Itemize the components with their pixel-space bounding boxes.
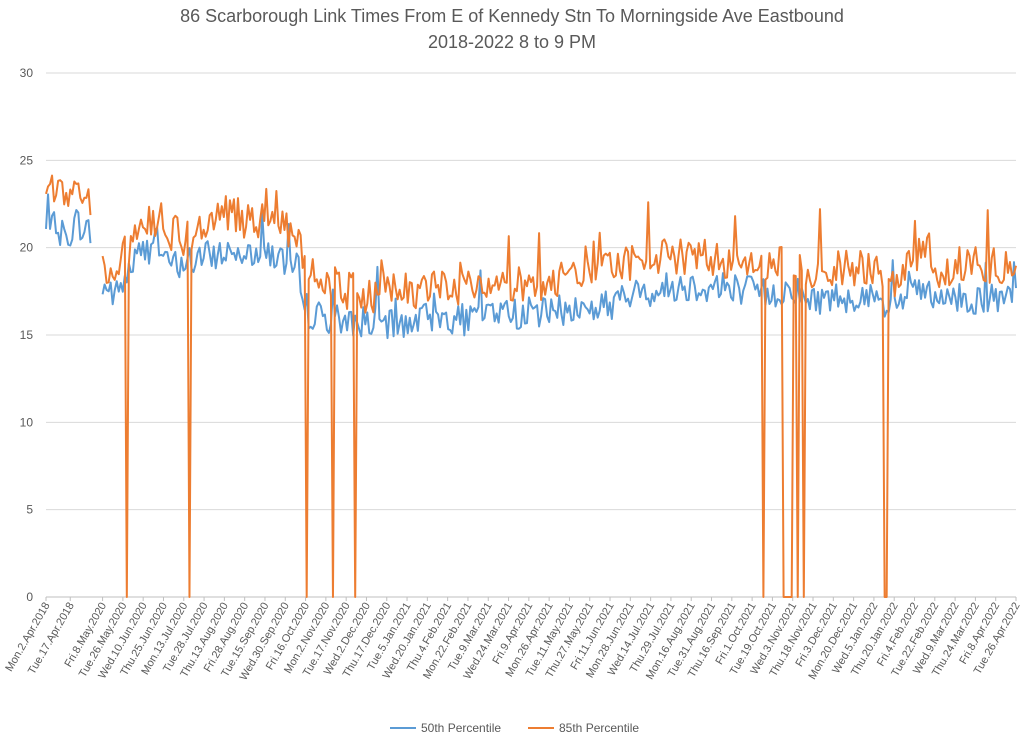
y-tick-label: 30 xyxy=(20,66,34,80)
y-tick-label: 15 xyxy=(20,328,34,342)
y-tick-label: 20 xyxy=(20,241,34,255)
legend-label: 50th Percentile xyxy=(421,721,501,735)
series-line-p50 xyxy=(45,193,1017,340)
series-line-p85 xyxy=(45,174,1017,598)
series-lines xyxy=(45,174,1017,598)
legend: 50th Percentile 85th Percentile xyxy=(390,721,639,735)
legend-label: 85th Percentile xyxy=(559,721,639,735)
x-axis: Mon.2.Apr.2018Tue.17.Apr.2018Fri.8.May.2… xyxy=(3,597,1023,683)
chart-title-line-2: 2018-2022 8 to 9 PM xyxy=(428,32,596,52)
y-tick-label: 10 xyxy=(20,415,34,429)
chart-title-line-1: 86 Scarborough Link Times From E of Kenn… xyxy=(180,6,844,26)
y-tick-label: 5 xyxy=(26,503,33,517)
gridlines xyxy=(46,72,1016,598)
y-axis: 0 5 10 15 20 25 30 xyxy=(20,66,34,604)
y-tick-label: 0 xyxy=(26,590,33,604)
y-tick-label: 25 xyxy=(20,153,34,167)
